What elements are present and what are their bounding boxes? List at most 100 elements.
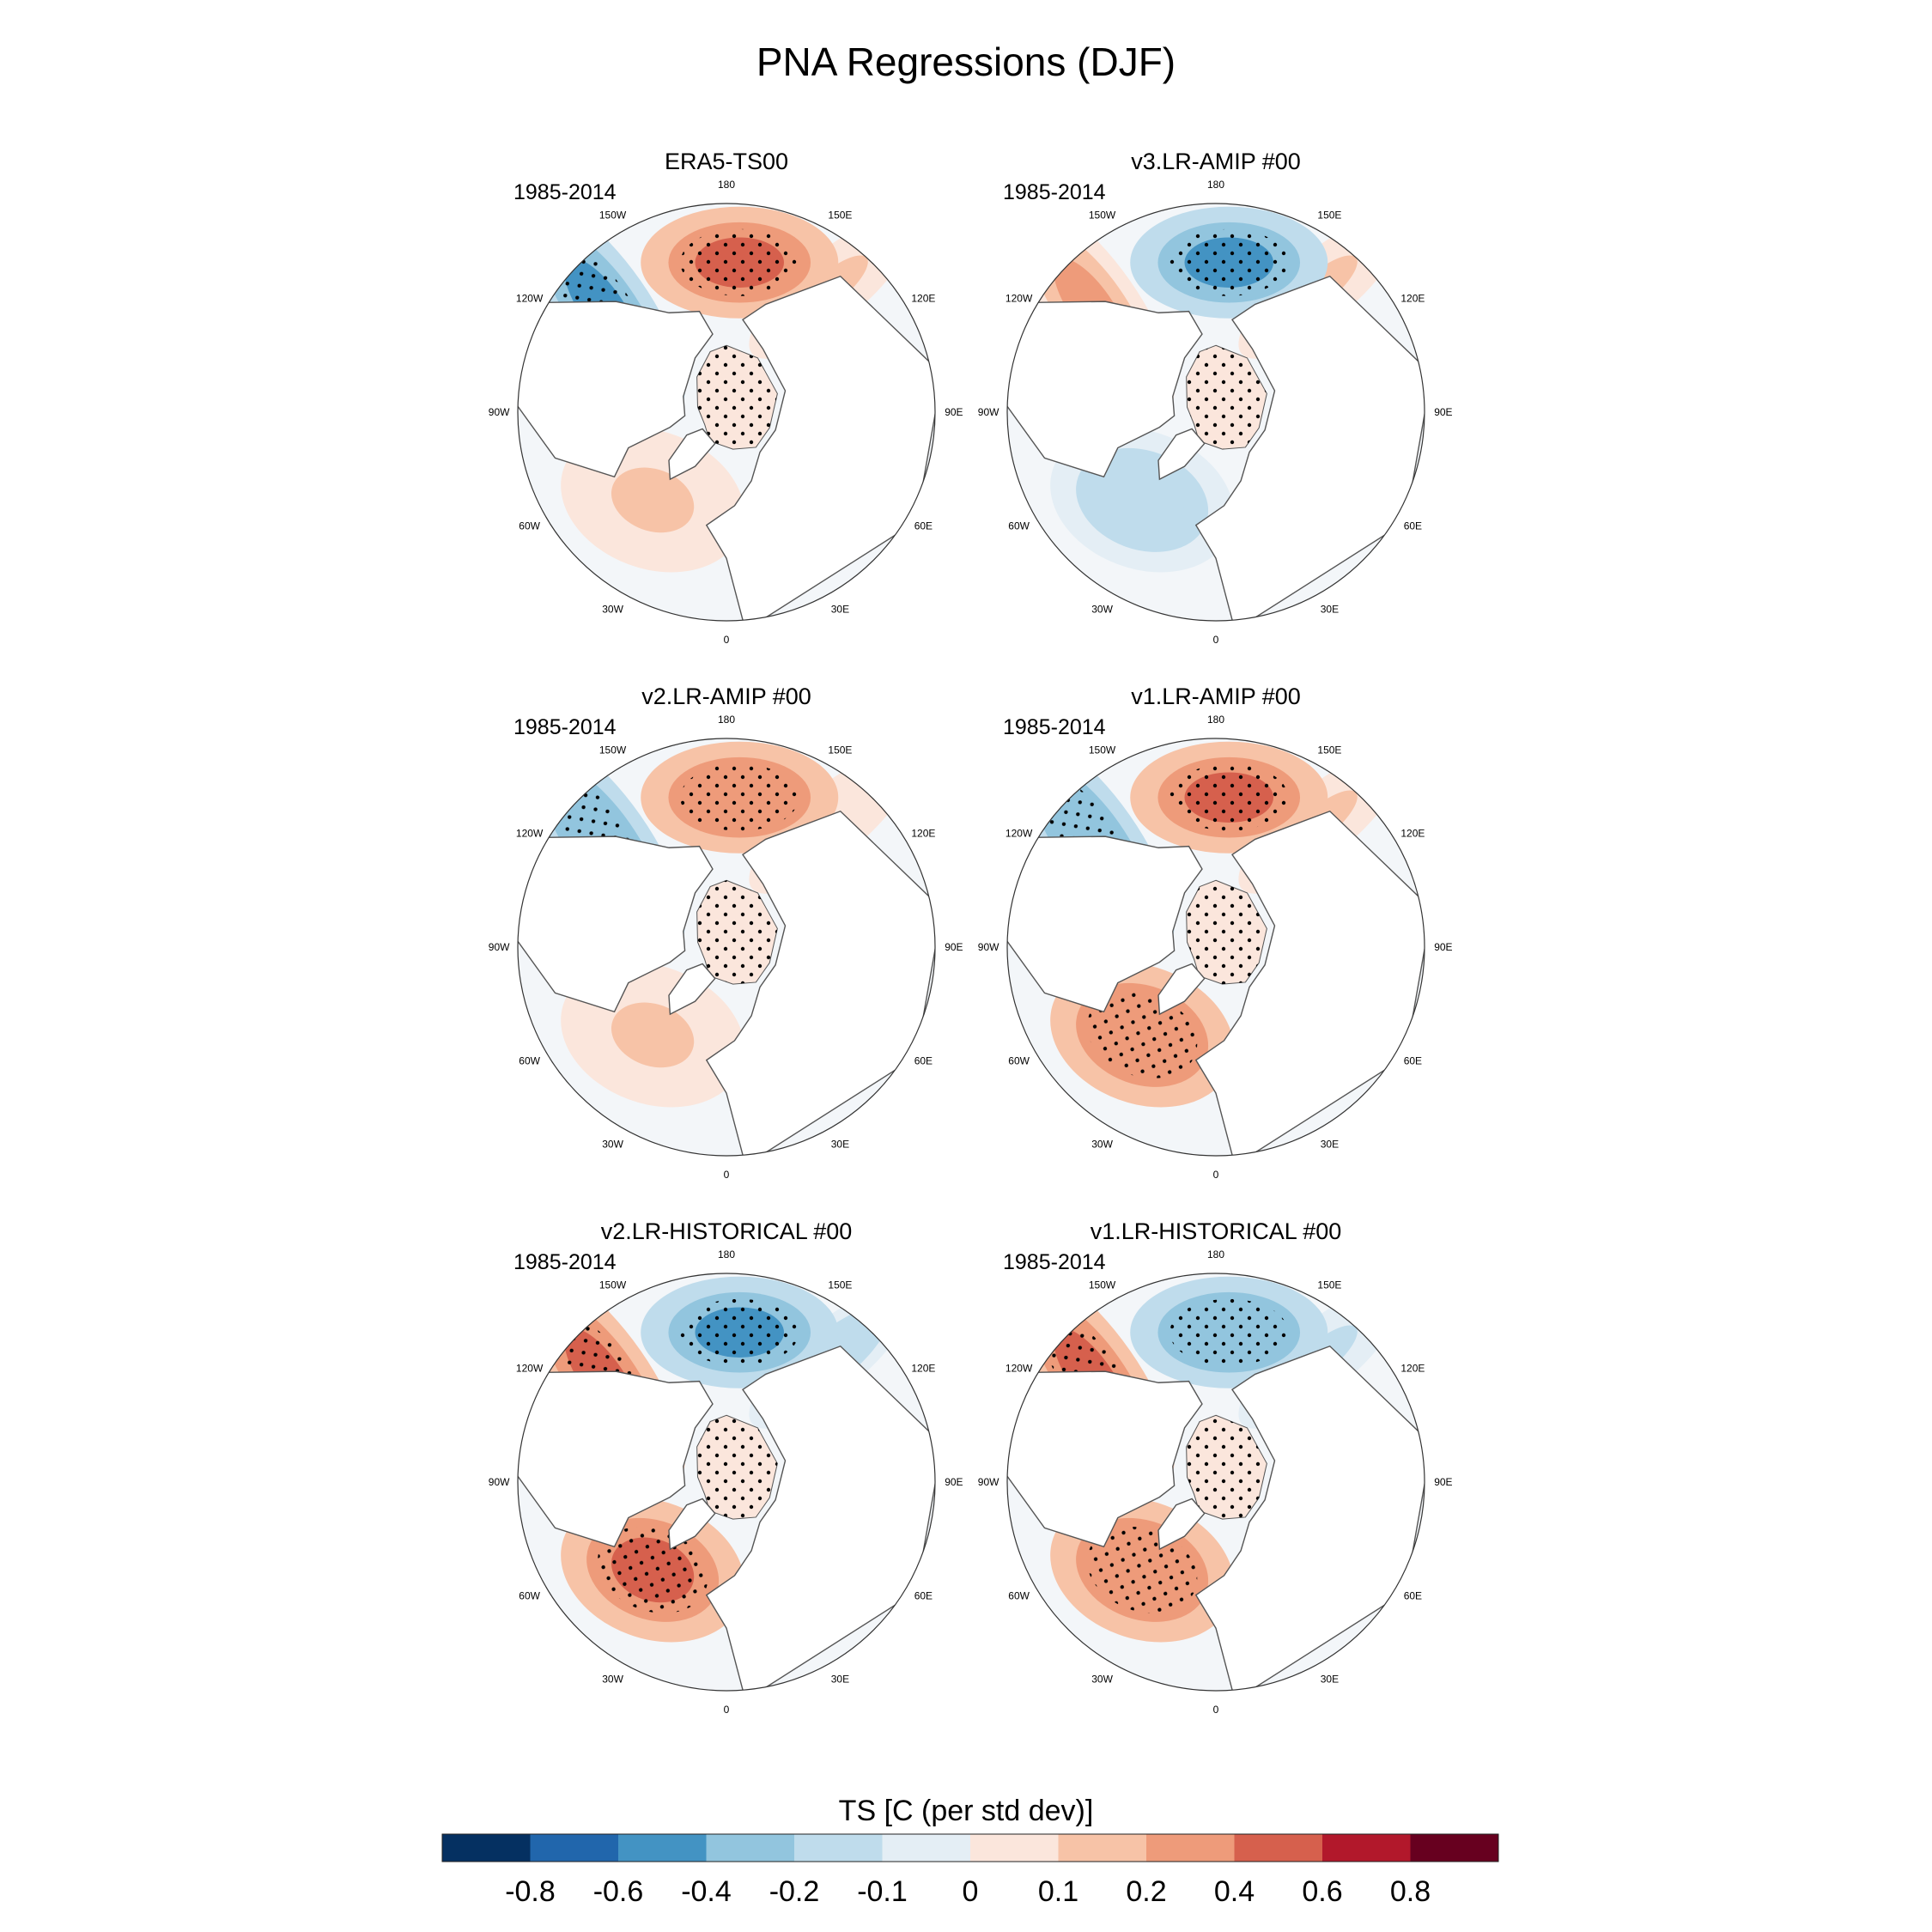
colorbar-swatch <box>1322 1834 1411 1862</box>
longitude-label: 90E <box>1434 941 1452 953</box>
eurasia-land <box>1194 275 1425 621</box>
panel-title: v2.LR-HISTORICAL #00 <box>601 1218 853 1244</box>
colorbar-swatch <box>1146 1834 1235 1862</box>
greenland-land <box>668 428 716 481</box>
longitude-label: 30E <box>831 1138 849 1150</box>
eurasia-land <box>705 1345 935 1691</box>
eurasia-land <box>1194 810 1425 1156</box>
colorbar-tick-label: -0.2 <box>769 1875 820 1908</box>
arctic-ocean-significance <box>1186 1415 1267 1520</box>
north-atlantic-anomaly-significance <box>1086 991 1198 1078</box>
panel-title: v1.LR-HISTORICAL #00 <box>1091 1218 1342 1244</box>
arctic-ocean-significance <box>696 345 778 450</box>
colorbar-swatch <box>530 1834 619 1862</box>
longitude-label: 30W <box>602 1673 623 1685</box>
longitude-label: 150E <box>828 1279 852 1291</box>
longitude-label: 0 <box>724 1704 730 1716</box>
longitude-label: 120E <box>911 1363 935 1375</box>
north-pacific-anomaly-significance <box>680 1298 799 1366</box>
colorbar-swatch <box>1234 1834 1323 1862</box>
longitude-label: 90W <box>489 1476 510 1488</box>
longitude-label: 30E <box>1321 1673 1339 1685</box>
colorbar: TS [C (per std dev)] -0.8 -0.6 -0.4 -0.2 -0.… <box>441 1795 1499 1908</box>
longitude-label: 60E <box>1404 1054 1422 1066</box>
longitude-label: 120W <box>516 828 544 840</box>
longitude-label: 0 <box>1213 1704 1219 1716</box>
colorbar-tick-label: -0.1 <box>857 1875 908 1908</box>
north-pacific-anomaly-significance <box>1170 1298 1289 1366</box>
longitude-label: 180 <box>718 179 735 191</box>
colorbar-swatch <box>970 1834 1059 1862</box>
longitude-label: 30E <box>1321 1138 1339 1150</box>
longitude-label: 60W <box>1008 1054 1030 1066</box>
north-america-land <box>1007 835 1203 1013</box>
longitude-label: 120W <box>1005 293 1033 305</box>
anomaly-field <box>1007 204 1425 621</box>
longitude-label: 90E <box>945 1476 963 1488</box>
colorbar-tick-label: -0.8 <box>505 1875 556 1908</box>
longitude-label: 120E <box>1400 1363 1425 1375</box>
map-border <box>1006 203 1425 622</box>
colorbar-tick-label: 0.2 <box>1126 1875 1166 1908</box>
longitude-label: 60E <box>914 1054 933 1066</box>
north-atlantic-anomaly <box>611 467 695 533</box>
longitude-label: 120E <box>911 828 935 840</box>
panel-period: 1985-2014 <box>513 715 617 739</box>
colorbar-tick-label: 0.4 <box>1214 1875 1255 1908</box>
longitude-label: 30W <box>1091 1138 1113 1150</box>
longitude-label: 0 <box>1213 634 1219 646</box>
longitude-label: 0 <box>724 634 730 646</box>
colorbar-swatch <box>794 1834 883 1862</box>
longitude-label: 30E <box>1321 603 1339 615</box>
longitude-label: 60E <box>1404 519 1422 532</box>
arctic-ocean-significance <box>1186 880 1267 985</box>
panel-title: v1.LR-AMIP #00 <box>1131 683 1301 709</box>
longitude-label: 30W <box>1091 603 1113 615</box>
colorbar-tick-label: 0.1 <box>1038 1875 1078 1908</box>
colorbar-tick-label: -0.4 <box>681 1875 732 1908</box>
north-atlantic-anomaly <box>611 1002 695 1068</box>
longitude-label: 60E <box>914 1589 933 1601</box>
longitude-label: 150W <box>1089 744 1116 756</box>
map-panel: 180 150E 120E 90E 60E 30E 0 30W 60W 90W 120W 150W v3… <box>978 149 1453 646</box>
longitude-label: 30W <box>602 1138 623 1150</box>
longitude-label: 30E <box>831 1673 849 1685</box>
longitude-label: 120E <box>1400 828 1425 840</box>
longitude-label: 30E <box>831 603 849 615</box>
map-panel: 180 150E 120E 90E 60E 30E 0 30W 60W 90W 120W 150W v2… <box>489 1218 963 1716</box>
longitude-label: 60W <box>519 1589 540 1601</box>
map-border <box>517 1273 936 1692</box>
longitude-label: 30W <box>602 603 623 615</box>
longitude-label: 90W <box>489 406 510 418</box>
north-america-land <box>1007 1370 1203 1548</box>
map-border <box>517 203 936 622</box>
north-pacific-anomaly-significance <box>680 763 799 831</box>
panel-period: 1985-2014 <box>1003 1250 1106 1274</box>
map-border <box>1006 738 1425 1157</box>
longitude-label: 180 <box>1207 179 1224 191</box>
north-atlantic-anomaly <box>1100 467 1184 533</box>
colorbar-swatch <box>1410 1834 1499 1862</box>
longitude-label: 180 <box>1207 714 1224 726</box>
greenland-land <box>668 963 716 1016</box>
colorbar-swatch <box>618 1834 707 1862</box>
longitude-label: 120E <box>911 293 935 305</box>
north-pacific-anomaly-significance <box>1170 763 1289 831</box>
map-panel: 180 150E 120E 90E 60E 30E 0 30W 60W 90W 120W 150W v1… <box>978 683 1453 1181</box>
eurasia-land <box>705 810 935 1156</box>
panel-title: v2.LR-AMIP #00 <box>641 683 811 709</box>
longitude-label: 60W <box>519 1054 540 1066</box>
longitude-label: 0 <box>724 1169 730 1181</box>
longitude-label: 60W <box>519 519 540 532</box>
longitude-label: 150W <box>599 1279 627 1291</box>
longitude-label: 120W <box>516 1363 544 1375</box>
longitude-label: 90W <box>978 1476 999 1488</box>
longitude-label: 60E <box>914 519 933 532</box>
colorbar-tick-label: 0 <box>963 1875 979 1908</box>
longitude-label: 120W <box>1005 828 1033 840</box>
longitude-label: 150W <box>1089 210 1116 222</box>
greenland-land <box>1157 428 1206 481</box>
colorbar-swatch <box>1058 1834 1147 1862</box>
colorbar-swatch <box>882 1834 971 1862</box>
